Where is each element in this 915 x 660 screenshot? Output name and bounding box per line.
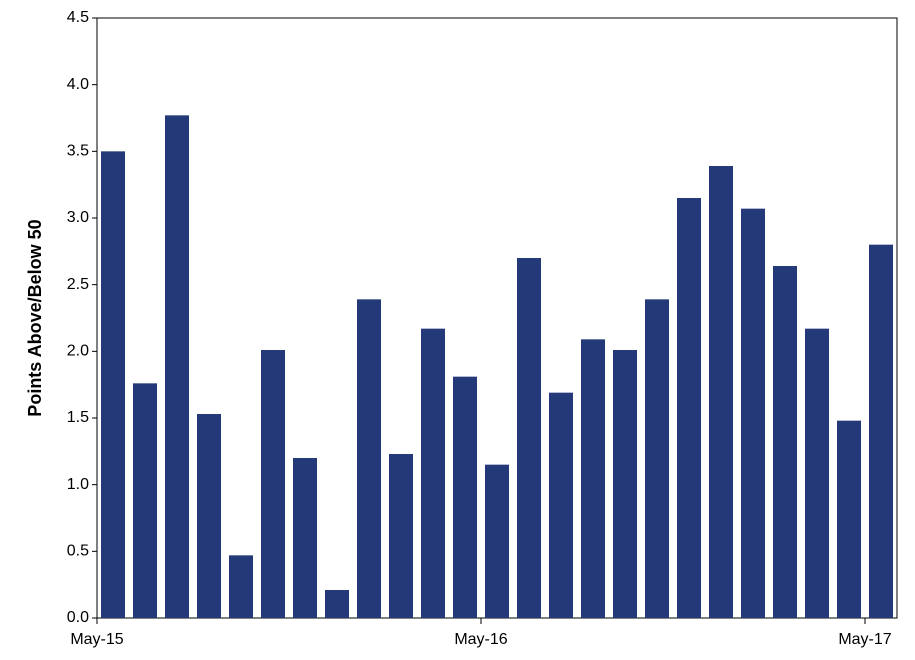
bar — [485, 464, 509, 618]
bar — [325, 590, 349, 618]
y-tick-label: 4.0 — [67, 76, 89, 93]
bar — [517, 258, 541, 618]
bar — [197, 414, 221, 618]
bar — [869, 244, 893, 618]
y-tick-label: 0.5 — [67, 543, 89, 560]
bar — [389, 454, 413, 618]
x-tick-label: May-16 — [454, 631, 507, 648]
bar — [741, 208, 765, 618]
bar — [293, 458, 317, 618]
bar — [549, 392, 573, 618]
bar — [421, 328, 445, 618]
y-tick-label: 0.0 — [67, 609, 89, 626]
bar — [581, 339, 605, 618]
bar — [805, 328, 829, 618]
x-tick-label: May-17 — [838, 631, 891, 648]
bar — [709, 166, 733, 618]
y-tick-label: 1.5 — [67, 409, 89, 426]
bar — [773, 266, 797, 618]
bar — [133, 383, 157, 618]
y-tick-label: 3.5 — [67, 143, 89, 160]
bar — [613, 350, 637, 618]
bar — [837, 420, 861, 618]
bar — [645, 299, 669, 618]
bar — [453, 376, 477, 618]
y-axis-label: Points Above/Below 50 — [25, 219, 45, 416]
bar — [165, 115, 189, 618]
y-tick-label: 4.5 — [67, 9, 89, 26]
y-tick-label: 2.0 — [67, 343, 89, 360]
x-tick-label: May-15 — [70, 631, 123, 648]
bar — [101, 151, 125, 619]
y-tick-label: 3.0 — [67, 209, 89, 226]
bar — [357, 299, 381, 618]
y-tick-label: 2.5 — [67, 276, 89, 293]
y-tick-label: 1.0 — [67, 476, 89, 493]
bar — [677, 198, 701, 618]
bar — [261, 350, 285, 618]
bar — [229, 555, 253, 618]
